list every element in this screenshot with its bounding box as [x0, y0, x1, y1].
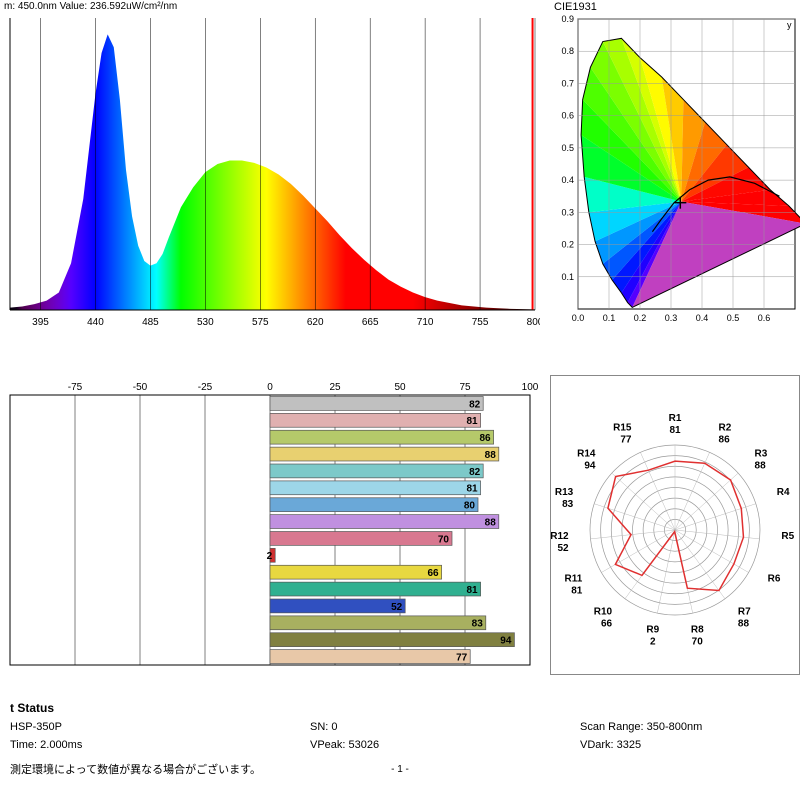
- svg-text:R8: R8: [691, 625, 704, 636]
- svg-text:81: 81: [571, 586, 583, 597]
- cri-bar-chart: -75-50-250255075100828186888281808870266…: [0, 375, 540, 675]
- svg-text:88: 88: [485, 450, 497, 461]
- svg-text:485: 485: [142, 317, 159, 328]
- svg-text:0.5: 0.5: [561, 143, 574, 153]
- svg-text:0.3: 0.3: [561, 207, 574, 217]
- svg-text:R14: R14: [577, 448, 596, 459]
- svg-text:25: 25: [329, 382, 341, 393]
- status-rows: HSP-350PSN: 0Scan Range: 350-800nmTime: …: [10, 721, 790, 757]
- cie-title: CIE1931: [550, 0, 800, 14]
- svg-text:0.5: 0.5: [727, 313, 740, 323]
- svg-text:R9: R9: [646, 625, 659, 636]
- svg-text:0.4: 0.4: [561, 175, 574, 185]
- svg-text:R12: R12: [551, 531, 569, 542]
- svg-text:0.9: 0.9: [561, 14, 574, 24]
- svg-text:R11: R11: [565, 574, 583, 585]
- svg-text:94: 94: [500, 636, 512, 647]
- svg-text:77: 77: [456, 652, 468, 663]
- status-footer: 測定環境によって数値が異なる場合がございます。: [10, 761, 261, 777]
- svg-text:575: 575: [252, 317, 269, 328]
- status-panel: t Status HSP-350PSN: 0Scan Range: 350-80…: [0, 695, 800, 795]
- svg-text:81: 81: [466, 585, 478, 596]
- page-number: - 1 -: [391, 764, 409, 775]
- cie-panel: CIE1931 0.00.10.20.30.40.50.60.10.20.30.…: [550, 0, 800, 330]
- svg-text:-50: -50: [133, 382, 148, 393]
- svg-text:66: 66: [601, 619, 613, 630]
- svg-text:665: 665: [362, 317, 379, 328]
- svg-text:R6: R6: [768, 574, 781, 585]
- svg-text:52: 52: [391, 602, 403, 613]
- svg-text:0.7: 0.7: [561, 78, 574, 88]
- svg-text:80: 80: [464, 501, 476, 512]
- svg-text:77: 77: [620, 434, 632, 445]
- svg-text:88: 88: [755, 460, 767, 471]
- radar-panel: R181R286R388R4R5R6R788R870R92R1066R1181R…: [550, 375, 800, 675]
- svg-text:755: 755: [472, 317, 489, 328]
- svg-text:81: 81: [466, 416, 478, 427]
- svg-text:440: 440: [87, 317, 104, 328]
- svg-text:0.1: 0.1: [603, 313, 616, 323]
- svg-text:395: 395: [32, 317, 49, 328]
- svg-text:-75: -75: [68, 382, 83, 393]
- spectrum-panel: m: 450.0nm Value: 236.592uW/cm²/nm 395 44…: [0, 0, 540, 330]
- svg-text:52: 52: [557, 543, 569, 554]
- svg-text:R1: R1: [669, 413, 682, 424]
- svg-text:86: 86: [479, 433, 491, 444]
- svg-text:R4: R4: [777, 487, 790, 498]
- svg-text:0.3: 0.3: [665, 313, 678, 323]
- svg-text:R3: R3: [755, 448, 768, 459]
- svg-text:2: 2: [650, 637, 656, 648]
- cri-bar-panel: -75-50-250255075100828186888281808870266…: [0, 375, 540, 675]
- svg-text:R15: R15: [613, 422, 632, 433]
- svg-text:81: 81: [669, 425, 681, 436]
- svg-text:0.4: 0.4: [696, 313, 709, 323]
- svg-text:0.6: 0.6: [561, 111, 574, 121]
- svg-text:R7: R7: [738, 607, 751, 618]
- svg-text:86: 86: [719, 434, 731, 445]
- svg-text:70: 70: [438, 534, 450, 545]
- svg-text:70: 70: [692, 637, 704, 648]
- radar-chart: R181R286R388R4R5R6R788R870R92R1066R1181R…: [551, 376, 799, 674]
- svg-text:88: 88: [738, 619, 750, 630]
- svg-text:0.2: 0.2: [634, 313, 647, 323]
- svg-text:83: 83: [472, 619, 484, 630]
- svg-text:y: y: [787, 20, 792, 30]
- svg-text:R5: R5: [781, 531, 794, 542]
- svg-text:0.0: 0.0: [572, 313, 585, 323]
- svg-text:50: 50: [394, 382, 406, 393]
- svg-text:R2: R2: [719, 422, 732, 433]
- svg-text:100: 100: [522, 382, 539, 393]
- svg-text:-25: -25: [198, 382, 213, 393]
- svg-text:2: 2: [267, 551, 273, 562]
- svg-text:88: 88: [485, 517, 497, 528]
- svg-text:R13: R13: [555, 487, 574, 498]
- svg-text:81: 81: [466, 484, 478, 495]
- svg-text:R10: R10: [594, 607, 613, 618]
- spectrum-chart: 395 440 485 530 575 620 665 710 755 800: [0, 13, 540, 335]
- spectrum-header: m: 450.0nm Value: 236.592uW/cm²/nm: [0, 0, 540, 13]
- svg-text:620: 620: [307, 317, 324, 328]
- svg-text:0.1: 0.1: [561, 272, 574, 282]
- svg-text:75: 75: [459, 382, 471, 393]
- cie-chart: 0.0 0.1 0.2 0.3 0.4 0.5 0.6 0.1 0.2 0.3 0.4 0.5 0.6 0…: [550, 14, 800, 329]
- svg-text:0: 0: [267, 382, 273, 393]
- svg-text:94: 94: [584, 460, 596, 471]
- status-heading: t Status: [10, 701, 790, 715]
- svg-text:82: 82: [469, 467, 481, 478]
- svg-text:800: 800: [527, 317, 540, 328]
- svg-text:83: 83: [562, 499, 574, 510]
- svg-text:0.2: 0.2: [561, 240, 574, 250]
- svg-text:0.6: 0.6: [758, 313, 771, 323]
- svg-text:530: 530: [197, 317, 214, 328]
- svg-text:82: 82: [469, 399, 481, 410]
- svg-text:710: 710: [417, 317, 434, 328]
- svg-text:66: 66: [427, 568, 439, 579]
- svg-text:0.8: 0.8: [561, 46, 574, 56]
